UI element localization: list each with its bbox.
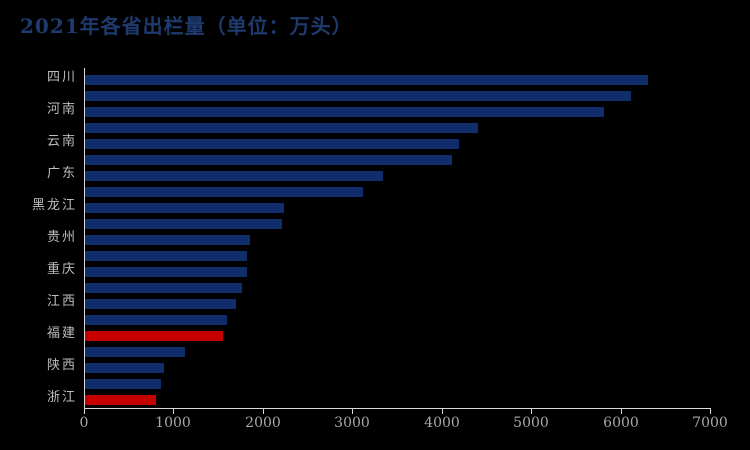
bar (85, 251, 247, 261)
bar-河南 (85, 107, 604, 117)
chart-title: 2021年各省出栏量（单位：万头） (20, 14, 353, 38)
x-tick-mark (173, 409, 174, 414)
x-tick-mark (531, 409, 532, 414)
x-tick-mark (442, 409, 443, 414)
x-tick-label: 0 (79, 415, 89, 431)
bar-黑龙江 (85, 203, 284, 213)
y-axis-label-福建: 福建 (46, 326, 77, 341)
y-axis-label-贵州: 贵州 (46, 230, 77, 245)
y-axis-label-陕西: 陕西 (46, 358, 77, 373)
bar-陕西 (85, 363, 164, 373)
bar (85, 155, 452, 165)
x-tick-mark (710, 409, 711, 414)
y-axis-label-黑龙江: 黑龙江 (31, 198, 77, 213)
bar (85, 379, 161, 389)
bar (85, 187, 363, 197)
bar (85, 315, 227, 325)
y-axis-line (84, 68, 85, 408)
y-axis-label-江西: 江西 (46, 294, 77, 309)
bar (85, 91, 631, 101)
bar (85, 123, 478, 133)
bar (85, 347, 185, 357)
y-axis-label-浙江: 浙江 (46, 390, 77, 405)
bar-贵州 (85, 235, 250, 245)
y-axis-label-广东: 广东 (46, 166, 77, 181)
bar-四川 (85, 75, 648, 85)
bar-广东 (85, 171, 383, 181)
x-tick-label: 1000 (155, 415, 191, 431)
x-tick-mark (352, 409, 353, 414)
y-axis-label-云南: 云南 (46, 134, 77, 149)
x-tick-label: 5000 (513, 415, 549, 431)
bar (85, 283, 242, 293)
y-axis-label-四川: 四川 (46, 70, 77, 85)
x-axis-line (84, 408, 711, 409)
x-tick-label: 3000 (334, 415, 370, 431)
x-tick-label: 6000 (603, 415, 639, 431)
x-tick-mark (621, 409, 622, 414)
x-tick-label: 7000 (692, 415, 728, 431)
x-tick-label: 4000 (424, 415, 460, 431)
y-axis-label-重庆: 重庆 (46, 262, 77, 277)
bar (85, 219, 282, 229)
bar-云南 (85, 139, 459, 149)
y-axis-label-河南: 河南 (46, 102, 77, 117)
bar-浙江 (85, 395, 156, 405)
bar-福建 (85, 331, 223, 341)
x-tick-mark (263, 409, 264, 414)
x-tick-mark (84, 409, 85, 414)
bar-江西 (85, 299, 236, 309)
bar-重庆 (85, 267, 247, 277)
x-tick-label: 2000 (245, 415, 281, 431)
